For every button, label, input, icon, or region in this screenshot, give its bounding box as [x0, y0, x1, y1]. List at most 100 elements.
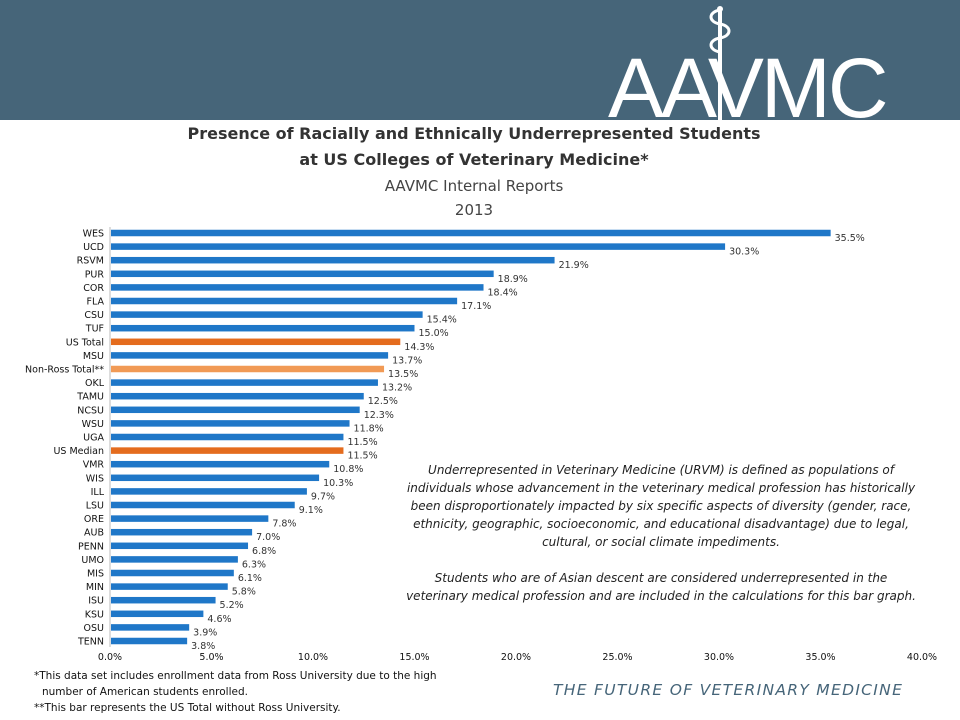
bar [111, 556, 238, 563]
category-label: US Median [53, 446, 104, 457]
category-label: US Total [66, 337, 104, 348]
data-label: 7.0% [256, 532, 280, 543]
data-label: 6.1% [238, 573, 262, 584]
x-tick-label: 35.0% [805, 652, 835, 663]
category-label: WIS [86, 473, 104, 484]
bar [111, 420, 350, 427]
data-label: 17.1% [461, 301, 491, 312]
x-tick-label: 0.0% [98, 652, 122, 663]
footnote-1-continued: number of American students enrolled. [42, 686, 248, 698]
bar [111, 229, 831, 237]
x-tick-label: 40.0% [907, 652, 937, 663]
data-label: 13.7% [392, 355, 422, 366]
data-label: 13.2% [382, 383, 412, 394]
category-label: Non-Ross Total** [25, 365, 104, 376]
category-label: NCSU [77, 405, 104, 416]
aavmc-logo: AAVMC [608, 6, 889, 120]
data-label: 18.9% [498, 274, 528, 285]
category-label: OSU [84, 623, 105, 634]
footnote-1: *This data set includes enrollment data … [34, 670, 437, 682]
bar [111, 515, 269, 522]
bar [111, 379, 378, 386]
data-label: 18.4% [488, 287, 518, 298]
bar [111, 528, 253, 536]
category-label: KSU [85, 609, 104, 620]
data-label: 6.3% [242, 559, 266, 570]
category-label: RSVM [77, 256, 104, 267]
bar [111, 569, 234, 577]
data-label: 35.5% [835, 233, 865, 244]
category-label: ILL [91, 487, 105, 498]
category-label: COR [83, 283, 104, 294]
data-label: 7.8% [272, 519, 296, 530]
x-tick-label: 15.0% [399, 652, 429, 663]
x-tick-label: 25.0% [602, 652, 632, 663]
bar [111, 474, 320, 482]
category-label: AUB [84, 528, 104, 539]
bar [111, 365, 385, 373]
x-tick-label: 5.0% [199, 652, 223, 663]
footnote-2: **This bar represents the US Total witho… [34, 702, 341, 714]
category-label: VMR [83, 460, 105, 471]
staff-icon [709, 6, 731, 120]
category-label: PENN [78, 541, 104, 552]
data-label: 5.8% [232, 587, 256, 598]
category-label: ORE [84, 514, 104, 525]
bar [111, 284, 484, 291]
bar [111, 488, 307, 495]
footnotes: *This data set includes enrollment data … [34, 668, 437, 716]
bar [111, 270, 494, 278]
category-label: PUR [85, 269, 105, 280]
bar [111, 583, 228, 590]
data-label: 11.8% [354, 423, 384, 434]
note-paragraph-asian: Students who are of Asian descent are co… [406, 571, 916, 603]
bar [111, 392, 364, 400]
data-label: 30.3% [729, 247, 759, 258]
data-label: 10.8% [333, 464, 363, 475]
bar [111, 311, 423, 318]
bar-chart: WES 35.5% UCD 30.3% RSVM 21.9% PUR 18.9% COR 18.4… [25, 227, 937, 663]
category-label: ISU [88, 596, 104, 607]
bar [111, 542, 249, 550]
bar [111, 256, 555, 264]
chart-title: Presence of Racially and Ethnically Unde… [187, 124, 761, 143]
header-banner [0, 0, 960, 120]
category-label: TUF [85, 324, 104, 335]
data-label: 11.5% [347, 437, 377, 448]
bar [111, 610, 204, 618]
category-label: OKL [85, 378, 105, 389]
category-label: UCD [83, 242, 104, 253]
category-label: UGA [83, 433, 104, 444]
bar [111, 447, 344, 454]
definition-note: Underrepresented in Veterinary Medicine … [406, 461, 916, 605]
category-label: FLA [87, 297, 105, 308]
data-label: 15.0% [419, 328, 449, 339]
category-label: MIS [87, 569, 104, 580]
bar [111, 624, 190, 631]
data-label: 14.3% [404, 342, 434, 353]
category-label: CSU [84, 310, 104, 321]
category-label: MSU [83, 351, 104, 362]
category-label: TAMU [76, 392, 104, 403]
bar [111, 243, 726, 250]
chart-title-line2: at US Colleges of Veterinary Medicine* [299, 150, 649, 169]
bar [111, 637, 188, 645]
data-label: 10.3% [323, 478, 353, 489]
data-label: 5.2% [220, 600, 244, 611]
category-label: WES [83, 229, 104, 240]
category-label: UMO [81, 555, 104, 566]
logo-wordmark: AAVMC [608, 41, 886, 120]
category-label: WSU [82, 419, 104, 430]
data-label: 9.7% [311, 491, 335, 502]
bar [111, 297, 458, 305]
data-label: 12.3% [364, 410, 394, 421]
bar [111, 338, 401, 346]
data-label: 21.9% [559, 260, 589, 271]
x-tick-label: 10.0% [298, 652, 328, 663]
category-label: LSU [86, 501, 104, 512]
category-label: TENN [77, 637, 104, 648]
data-label: 9.1% [299, 505, 323, 516]
chart-year: 2013 [454, 201, 494, 219]
note-paragraph-urvm: Underrepresented in Veterinary Medicine … [406, 463, 916, 549]
x-tick-label: 20.0% [501, 652, 531, 663]
